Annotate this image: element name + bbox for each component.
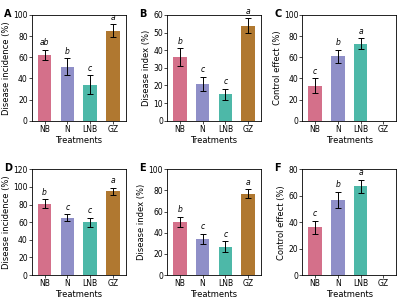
- Bar: [60, 67, 74, 121]
- Text: F: F: [274, 163, 281, 173]
- Text: c: c: [313, 209, 317, 218]
- X-axis label: Treatments: Treatments: [55, 290, 102, 299]
- Y-axis label: Disease index (%): Disease index (%): [142, 30, 151, 106]
- Bar: [218, 94, 232, 121]
- Bar: [196, 84, 210, 121]
- Y-axis label: Disease incidence (%): Disease incidence (%): [2, 21, 11, 115]
- Text: a: a: [358, 168, 363, 177]
- Bar: [308, 86, 322, 121]
- Bar: [308, 228, 322, 275]
- Bar: [331, 200, 345, 275]
- Bar: [38, 204, 51, 275]
- Bar: [354, 187, 368, 275]
- X-axis label: Treatments: Treatments: [190, 290, 238, 299]
- Bar: [218, 246, 232, 275]
- Text: a: a: [246, 178, 250, 187]
- Bar: [83, 222, 97, 275]
- Y-axis label: Control effect (%): Control effect (%): [278, 185, 286, 260]
- Text: c: c: [65, 203, 70, 212]
- Text: b: b: [336, 180, 340, 189]
- Text: b: b: [65, 47, 70, 56]
- Text: b: b: [177, 37, 182, 46]
- Text: c: c: [223, 230, 228, 239]
- Bar: [241, 25, 255, 121]
- Text: D: D: [4, 163, 12, 173]
- X-axis label: Treatments: Treatments: [190, 136, 238, 145]
- Y-axis label: Control effect (%): Control effect (%): [273, 30, 282, 105]
- Bar: [38, 55, 51, 121]
- Y-axis label: Disease index (%): Disease index (%): [138, 184, 146, 260]
- Text: c: c: [313, 67, 317, 76]
- Text: B: B: [139, 9, 146, 19]
- Bar: [83, 85, 97, 121]
- Text: a: a: [358, 27, 363, 36]
- Text: c: c: [88, 206, 92, 215]
- Text: c: c: [200, 222, 205, 231]
- Text: b: b: [336, 38, 340, 47]
- Text: c: c: [223, 77, 228, 86]
- Text: A: A: [4, 9, 12, 19]
- X-axis label: Treatments: Treatments: [55, 136, 102, 145]
- Text: a: a: [246, 7, 250, 16]
- Bar: [106, 31, 120, 121]
- Y-axis label: Disease incidence (%): Disease incidence (%): [2, 176, 11, 269]
- Text: c: c: [88, 64, 92, 73]
- Bar: [354, 44, 368, 121]
- Bar: [331, 56, 345, 121]
- Bar: [173, 57, 187, 121]
- Bar: [60, 218, 74, 275]
- Text: b: b: [42, 188, 47, 197]
- X-axis label: Treatments: Treatments: [326, 136, 373, 145]
- Text: ab: ab: [40, 38, 49, 47]
- Text: c: c: [200, 65, 205, 74]
- Bar: [173, 222, 187, 275]
- X-axis label: Treatments: Treatments: [326, 290, 373, 299]
- Text: b: b: [177, 205, 182, 214]
- Bar: [241, 194, 255, 275]
- Text: a: a: [111, 13, 115, 22]
- Text: E: E: [139, 163, 146, 173]
- Text: C: C: [274, 9, 282, 19]
- Bar: [106, 191, 120, 275]
- Text: a: a: [111, 176, 115, 185]
- Bar: [196, 239, 210, 275]
